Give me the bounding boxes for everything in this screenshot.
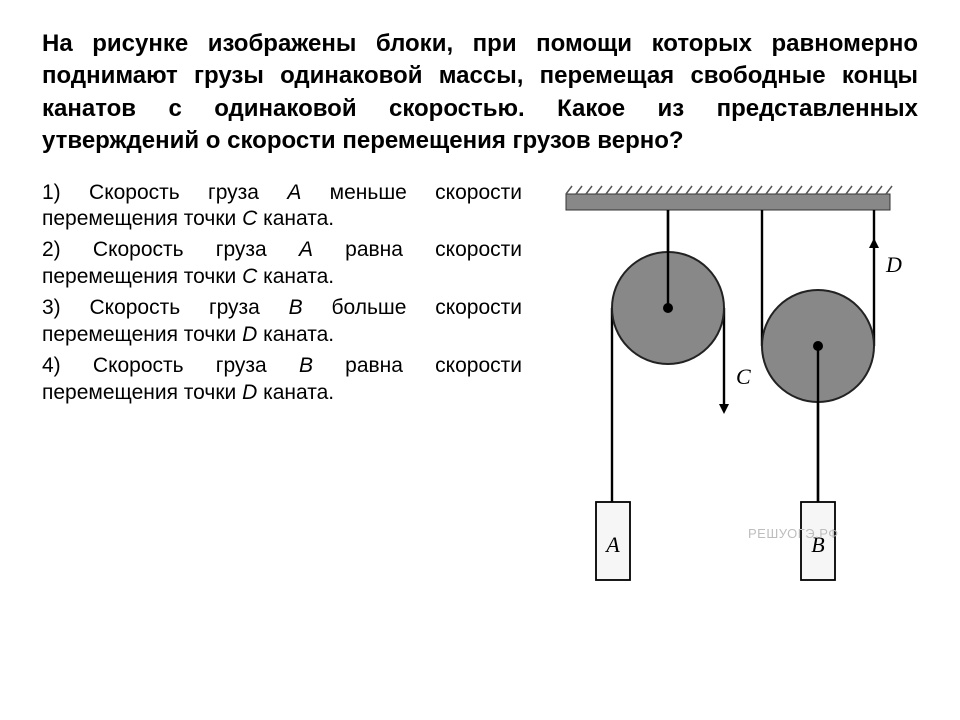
svg-text:D: D [885, 252, 902, 277]
option-3: 3) Скорость груза B больше скорости пере… [42, 295, 522, 349]
svg-text:РЕШУОГЭ.РФ: РЕШУОГЭ.РФ [748, 526, 839, 541]
svg-text:A: A [604, 532, 620, 557]
diagram: ABCDРЕШУОГЭ.РФ [538, 180, 918, 600]
svg-text:C: C [736, 364, 751, 389]
pulley-diagram: ABCDРЕШУОГЭ.РФ [548, 180, 908, 600]
option-4: 4) Скорость груза B равна скорости перем… [42, 353, 522, 407]
option-2: 2) Скорость груза A равна скорости перем… [42, 237, 522, 291]
content-row: 1) Скорость груза A меньше скорости пере… [42, 180, 918, 600]
question-text: На рисунке изображены блоки, при помощи … [42, 28, 918, 158]
option-1: 1) Скорость груза A меньше скорости пере… [42, 180, 522, 234]
options-list: 1) Скорость груза A меньше скорости пере… [42, 180, 528, 411]
